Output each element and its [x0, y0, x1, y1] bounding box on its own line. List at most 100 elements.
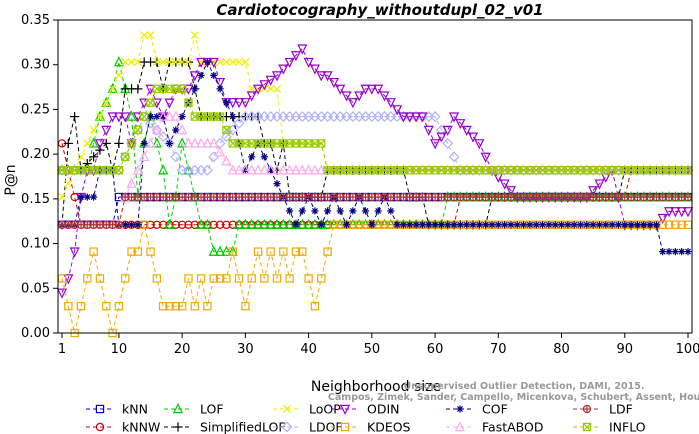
data-point-cof [374, 207, 382, 215]
data-point-lof [303, 218, 314, 229]
data-point-fastabod [202, 137, 213, 148]
data-point-cof [614, 221, 623, 229]
data-point-loop [57, 193, 67, 202]
data-point-lof [196, 218, 207, 229]
data-point-cof [323, 207, 332, 215]
data-point-lof [271, 218, 283, 229]
plot-background [58, 20, 692, 333]
data-point-kdeos [329, 220, 339, 229]
data-point-cof [399, 221, 408, 229]
data-point-cof [317, 221, 325, 229]
legend-label: LDOF [309, 420, 343, 434]
legend-marker-loop [282, 404, 292, 414]
data-point-loop [102, 98, 111, 107]
data-point-odin [290, 51, 302, 62]
data-point-fastabod [259, 164, 270, 175]
data-point-inflo [127, 139, 136, 148]
legend-item-inflo: INFLO [573, 420, 646, 434]
legend-item-lof: LOF [164, 402, 224, 417]
data-point-loop [83, 139, 92, 148]
data-point-odin [682, 207, 694, 218]
data-point-cof [557, 221, 566, 229]
data-point-odin [101, 125, 112, 136]
data-point-fastabod [265, 164, 276, 175]
data-point-cof [336, 207, 344, 215]
data-point-cof [146, 112, 155, 121]
x-tick-label: 100 [676, 342, 699, 357]
data-point-cof [311, 207, 319, 215]
data-point-odin [417, 112, 428, 123]
y-tick-label: 0.30 [21, 58, 50, 73]
data-point-kdeos [298, 247, 307, 256]
legend-item-kdeos: KDEOS [331, 420, 411, 434]
data-point-kdeos [215, 274, 225, 283]
legend-item-knnw: kNNW [86, 420, 160, 434]
data-point-loop [228, 58, 237, 67]
legend-item-simplifiedlof: SimplifiedLOF [164, 420, 286, 434]
data-point-inflo [222, 125, 231, 135]
legend-item-ldf: LDF [573, 402, 633, 417]
legend-item-fastabod: FastABOD [446, 420, 544, 434]
data-point-cof [545, 221, 553, 229]
data-point-odin [594, 179, 605, 190]
data-point-fastabod [158, 110, 169, 121]
watermark-line-2: Unsupervised Outlier Detection, DAMI, 20… [404, 381, 645, 392]
data-point-odin [347, 98, 358, 109]
data-point-cof [368, 221, 376, 229]
data-point-cof [210, 71, 218, 80]
data-point-cof [665, 248, 673, 256]
data-point-kdeos [323, 247, 332, 256]
legend-label: kNNW [122, 420, 160, 434]
data-point-odin [341, 91, 352, 102]
data-point-ldof [157, 131, 169, 143]
data-point-fastabod [278, 164, 289, 175]
series-inflo [57, 84, 693, 175]
legend-marker-fastabod [454, 421, 466, 432]
data-point-kdeos [228, 247, 237, 256]
data-point-cof [595, 221, 604, 229]
data-point-simplifiedlof [114, 138, 124, 149]
watermark-line-1: Campos, Zimek, Sander, Campello, Micenko… [328, 392, 699, 403]
data-point-kdeos [196, 274, 206, 283]
data-point-cof [153, 112, 161, 121]
data-point-cof [406, 221, 414, 229]
data-point-inflo [317, 139, 326, 148]
data-point-cof [349, 207, 357, 215]
data-point-kdeos [291, 247, 301, 256]
data-point-kdeos [310, 301, 320, 311]
data-point-odin [259, 80, 270, 91]
data-point-fastabod [189, 137, 200, 148]
data-point-cof [671, 248, 679, 256]
data-point-lof [284, 218, 295, 229]
data-point-lof [215, 245, 226, 256]
data-point-kdeos [64, 301, 73, 311]
x-tick-label: 20 [174, 342, 191, 357]
legend-marker-odin [339, 404, 351, 415]
x-tick-label: 70 [490, 342, 507, 357]
data-point-odin [227, 98, 238, 109]
data-point-knnw [146, 220, 155, 229]
data-point-fastabod [177, 124, 188, 135]
data-point-kdeos [89, 247, 98, 256]
legend-item-ldof: LDOF [273, 420, 343, 434]
x-tick-label: 30 [237, 342, 254, 357]
data-point-kdeos [234, 274, 244, 283]
data-point-odin [113, 112, 124, 123]
data-point-cof [393, 221, 401, 229]
data-point-fastabod [145, 137, 156, 148]
data-point-cof [172, 126, 180, 134]
data-point-cof [576, 221, 585, 229]
legend-marker-knnw [95, 422, 105, 432]
legend-label: COF [482, 402, 508, 417]
data-point-cof [425, 221, 433, 229]
data-point-loop [184, 58, 193, 67]
data-point-odin [164, 98, 175, 109]
data-point-lof [252, 218, 264, 229]
data-point-kdeos [171, 301, 181, 311]
data-point-cof [90, 193, 98, 201]
data-point-odin [366, 84, 377, 95]
data-point-kdeos [203, 301, 212, 311]
data-point-kdeos [247, 274, 256, 283]
data-point-ldof [164, 137, 175, 149]
data-point-lof [297, 218, 308, 229]
